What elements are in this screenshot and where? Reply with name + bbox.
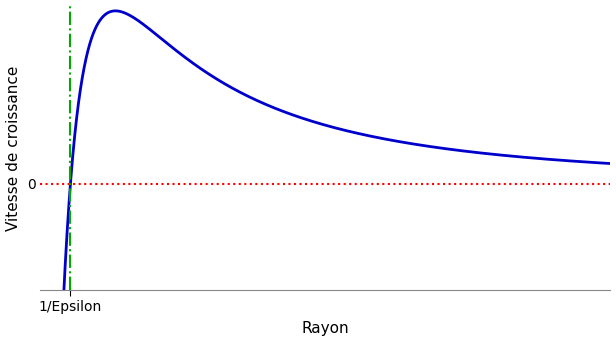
X-axis label: Rayon: Rayon <box>302 321 349 337</box>
Y-axis label: Vitesse de croissance: Vitesse de croissance <box>6 65 20 231</box>
